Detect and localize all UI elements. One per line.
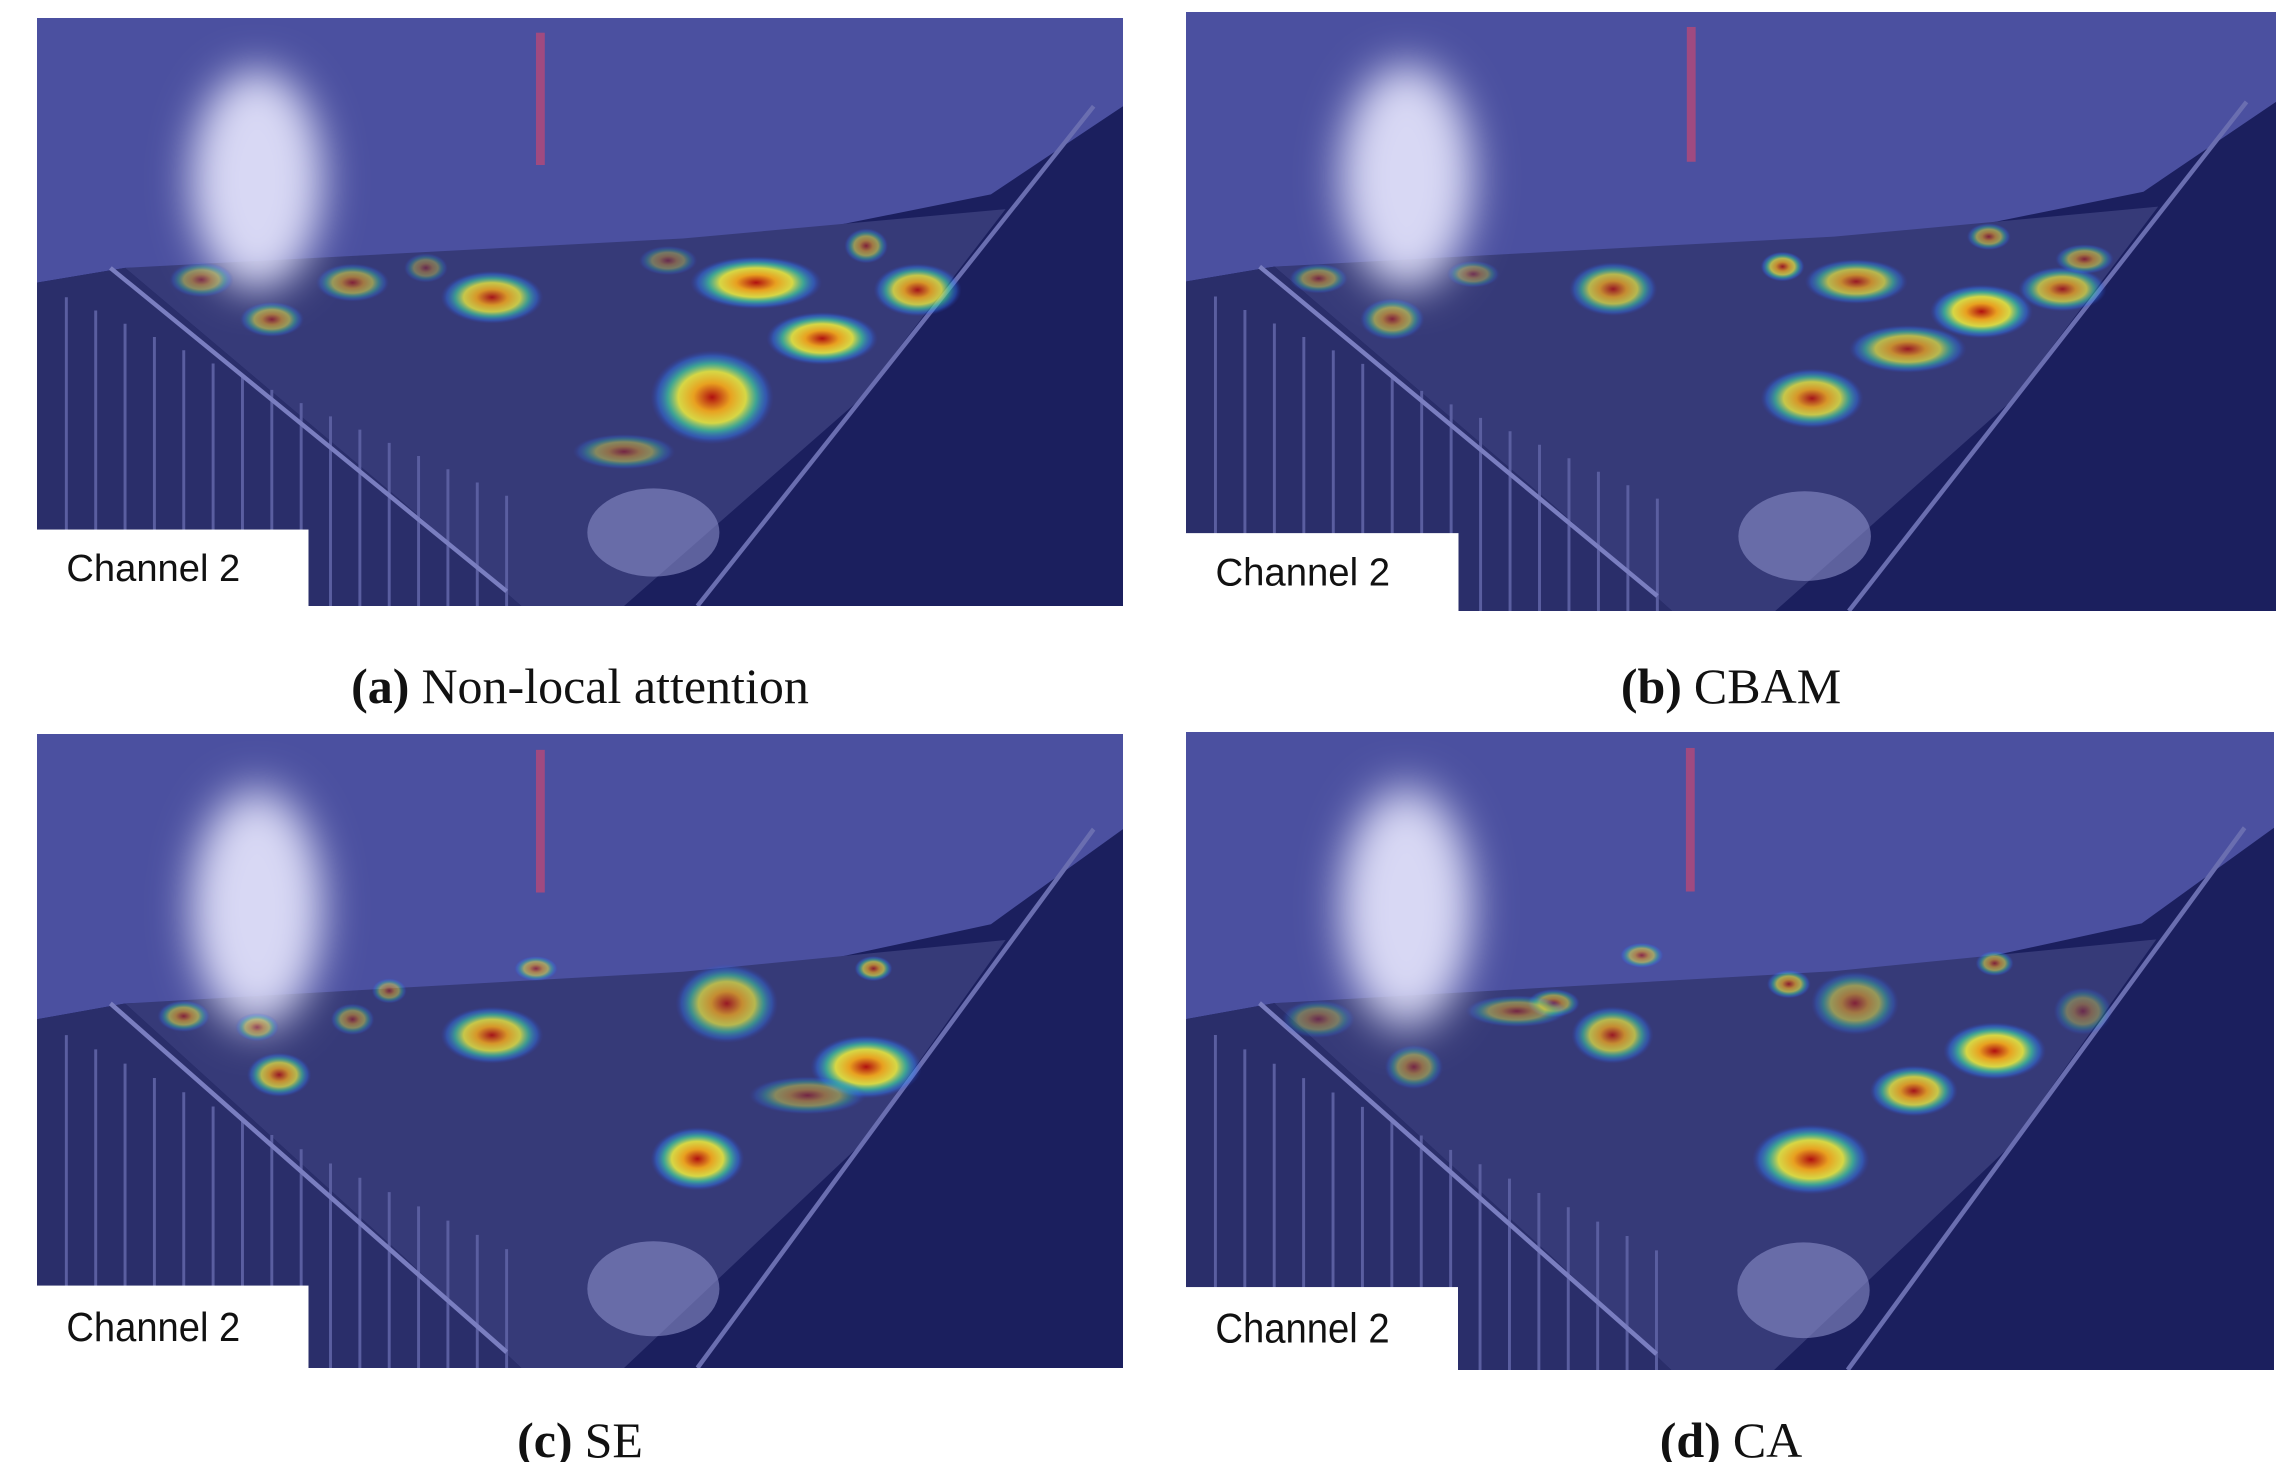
attention-blob <box>1943 1022 2047 1080</box>
caption-text: Non-local attention <box>421 658 809 714</box>
attention-blob <box>371 978 407 1004</box>
scene-window <box>191 69 324 290</box>
caption-label: (d) <box>1659 1412 1721 1462</box>
attention-blob <box>2053 987 2113 1036</box>
scene-railing <box>695 104 1096 606</box>
scene-pole <box>535 32 545 166</box>
scene-railing <box>108 266 509 594</box>
overlay-box <box>37 1285 309 1368</box>
attention-blob <box>1766 969 1811 999</box>
scene-pole <box>1686 26 1696 162</box>
caption: (d) CA <box>1231 1410 2231 1462</box>
attention-blob <box>766 312 878 365</box>
attention-blob <box>1568 262 1658 316</box>
scene-floor <box>125 209 1006 606</box>
scene-floor <box>1274 939 2157 1370</box>
attention-blob <box>638 245 698 276</box>
attention-blob <box>1929 284 2033 339</box>
caption-label: (b) <box>1620 658 1682 714</box>
heatmap-image: Channel 2 <box>1186 732 2274 1370</box>
attention-blob <box>690 256 823 310</box>
scene-goat <box>1738 491 1871 582</box>
attention-blob <box>1869 1065 1958 1117</box>
attention-blob <box>157 1000 211 1032</box>
scene-pen <box>37 1003 522 1368</box>
caption-text: SE <box>584 1412 643 1462</box>
scene-railing <box>1258 264 1659 598</box>
attention-blob <box>1810 971 1900 1036</box>
attention-blob <box>1760 251 1805 282</box>
scene-railing <box>1845 826 2247 1370</box>
overlay-text: Channel 2 <box>66 1305 240 1351</box>
attention-blob <box>650 1127 745 1191</box>
attention-blob <box>748 1076 867 1115</box>
overlay-text: Channel 2 <box>66 547 240 590</box>
scene-pen <box>1186 266 1673 611</box>
caption-label: (a) <box>351 658 410 714</box>
overlay-text: Channel 2 <box>1215 551 1390 594</box>
attention-blob <box>2018 266 2107 312</box>
attention-blob <box>1465 995 1569 1028</box>
scene-pen <box>37 267 522 606</box>
attention-blob <box>650 350 774 445</box>
attention-blob <box>513 955 558 982</box>
scene-railing <box>1258 1001 1658 1356</box>
heatmap-image: Channel 2 <box>37 734 1123 1368</box>
attention-blob <box>1975 950 2014 977</box>
scene-window <box>191 789 324 1028</box>
attention-blob <box>315 263 390 302</box>
attention-blob <box>239 301 305 337</box>
scene-goat <box>587 488 720 577</box>
caption: (c) SE <box>80 1410 1080 1462</box>
attention-blob <box>873 263 962 317</box>
attention-blob <box>235 1012 280 1042</box>
scene-pole <box>1685 747 1695 892</box>
heatmap-image: Channel 2 <box>1186 12 2276 611</box>
attention-blob <box>1359 298 1425 340</box>
scene-pole <box>535 749 545 893</box>
attention-blob <box>572 434 676 470</box>
caption: (a) Non-local attention <box>80 656 1080 716</box>
attention-blob <box>1384 1044 1444 1090</box>
attention-blob <box>403 253 448 283</box>
attention-blob <box>246 1052 312 1097</box>
caption-text: CA <box>1732 1412 1803 1462</box>
scene-railing <box>1847 100 2249 611</box>
scene-window <box>1340 787 1473 1028</box>
attention-blob <box>1848 324 1967 373</box>
scene-floor <box>125 940 1006 1368</box>
attention-blob <box>844 228 889 264</box>
attention-blob <box>1966 223 2011 251</box>
attention-blob <box>1446 260 1500 288</box>
attention-blob <box>1619 942 1664 969</box>
caption-label: (c) <box>517 1412 573 1462</box>
heatmap-image: Channel 2 <box>37 18 1123 606</box>
scene-window <box>1340 64 1474 290</box>
scene-railing <box>108 1001 509 1354</box>
scene-railing <box>695 827 1096 1368</box>
attention-blob <box>440 270 544 324</box>
attention-blob <box>1752 1124 1870 1195</box>
attention-blob <box>854 955 893 982</box>
attention-blob <box>1289 263 1349 294</box>
attention-blob <box>1804 259 1908 305</box>
attention-blob <box>1760 368 1864 429</box>
scene-goat <box>1737 1242 1870 1339</box>
scene-goat <box>587 1241 720 1337</box>
attention-blob <box>1281 999 1356 1039</box>
attention-blob <box>169 262 234 298</box>
attention-blob <box>675 963 779 1044</box>
attention-blob <box>440 1006 544 1064</box>
overlay-text: Channel 2 <box>1215 1306 1389 1352</box>
attention-blob <box>330 1003 375 1036</box>
overlay-box <box>1186 1287 1458 1370</box>
caption: (b) CBAM <box>1231 656 2231 716</box>
caption-text: CBAM <box>1693 658 1842 714</box>
overlay-box <box>1186 533 1459 611</box>
overlay-box <box>37 529 309 606</box>
scene-pen <box>1186 1003 1672 1370</box>
attention-blob <box>2055 244 2114 275</box>
attention-blob <box>1571 1006 1654 1064</box>
